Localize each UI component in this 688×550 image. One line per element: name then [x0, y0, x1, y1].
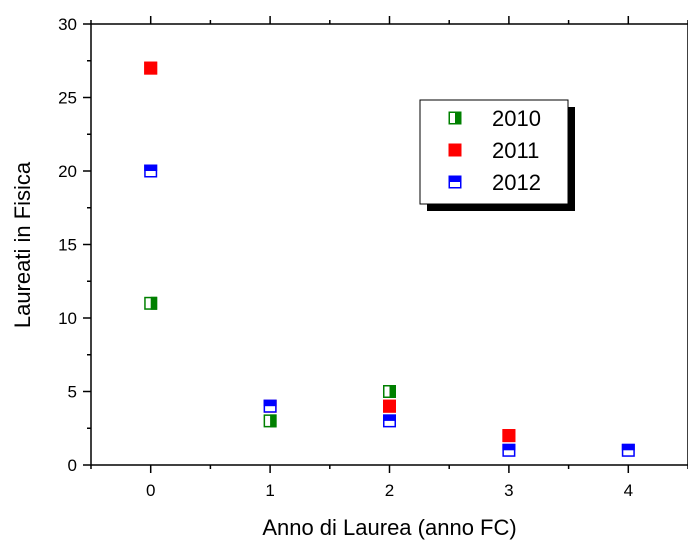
legend-marker-2010: [448, 111, 462, 125]
x-tick-label: 1: [265, 481, 274, 500]
data-point-2010: [263, 414, 277, 428]
data-point-2012: [621, 443, 635, 457]
legend-label-2012: 2012: [492, 170, 541, 195]
data-point-2010: [383, 385, 396, 398]
legend-items: 2010 2011 2012: [448, 106, 541, 195]
series-2010: [144, 296, 396, 428]
data-point-2012: [263, 399, 277, 413]
data-point-2010: [144, 296, 158, 310]
x-tick-label: 0: [146, 481, 155, 500]
legend: 2010 2011 2012: [419, 99, 575, 211]
legend-box: [419, 99, 569, 205]
series-2012: [144, 164, 635, 457]
data-point-2012: [144, 164, 158, 178]
y-tick-label: 10: [58, 309, 77, 328]
y-tick-label: 0: [68, 456, 77, 475]
y-tick-label: 30: [58, 15, 77, 34]
y-axis-title: Laureati in Fisica: [10, 161, 35, 328]
data-point-2011: [383, 399, 396, 413]
data-point-2012: [502, 443, 516, 457]
y-tick-label: 25: [58, 89, 77, 108]
y-tick-label: 20: [58, 162, 77, 181]
x-tick-label: 3: [504, 481, 513, 500]
data-point-2011: [502, 429, 516, 443]
x-tick-label: 4: [624, 481, 633, 500]
data-point-2012: [383, 414, 396, 428]
x-axis-title: Anno di Laurea (anno FC): [262, 515, 516, 540]
legend-marker-2011: [448, 143, 462, 157]
legend-marker-2012: [448, 175, 462, 189]
axis-ticks: 0 1 2 3 4 0 5 10 15 20 25 30: [58, 15, 688, 500]
y-tick-label: 15: [58, 236, 77, 255]
legend-label-2010: 2010: [492, 106, 541, 131]
data-points: [144, 61, 635, 457]
data-point-2011: [144, 61, 158, 75]
y-tick-label: 5: [68, 383, 77, 402]
legend-label-2011: 2011: [492, 138, 539, 163]
x-tick-label: 2: [385, 481, 394, 500]
plot-area-frame: [90, 23, 688, 466]
